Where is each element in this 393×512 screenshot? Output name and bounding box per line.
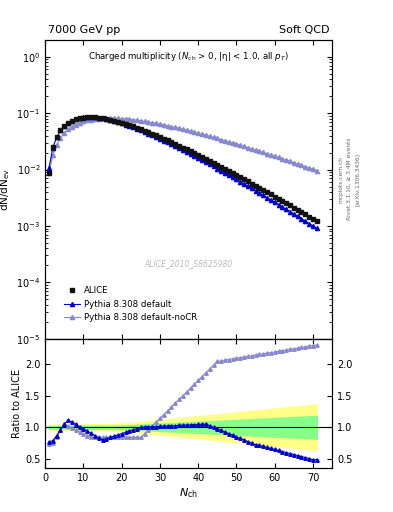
Pythia 8.308 default-noCR	[47, 170, 51, 177]
Pythia 8.308 default-noCR	[108, 115, 112, 121]
Pythia 8.308 default-noCR	[314, 167, 319, 174]
Text: mcplots.cern.ch: mcplots.cern.ch	[339, 156, 344, 203]
ALICE	[89, 114, 94, 120]
Pythia 8.308 default-noCR	[127, 116, 132, 122]
Text: 7000 GeV pp: 7000 GeV pp	[48, 26, 120, 35]
Pythia 8.308 default	[211, 163, 216, 169]
Pythia 8.308 default-noCR	[303, 163, 308, 169]
Pythia 8.308 default	[47, 164, 51, 170]
Pythia 8.308 default-noCR	[180, 126, 185, 132]
ALICE	[180, 144, 185, 151]
ALICE	[211, 160, 216, 166]
X-axis label: $N_\mathrm{ch}$: $N_\mathrm{ch}$	[179, 486, 198, 500]
Line: ALICE: ALICE	[47, 115, 319, 224]
ALICE	[314, 218, 319, 224]
ALICE	[253, 183, 258, 189]
Legend: ALICE, Pythia 8.308 default, Pythia 8.308 default-noCR: ALICE, Pythia 8.308 default, Pythia 8.30…	[61, 283, 201, 325]
Pythia 8.308 default-noCR	[211, 134, 216, 140]
Text: Rivet 3.1.10, ≥ 3.4M events: Rivet 3.1.10, ≥ 3.4M events	[347, 138, 352, 221]
ALICE	[54, 134, 59, 140]
Pythia 8.308 default	[314, 225, 319, 231]
Text: [arXiv:1306.3436]: [arXiv:1306.3436]	[354, 153, 360, 206]
ALICE	[303, 211, 308, 218]
Pythia 8.308 default	[303, 218, 308, 224]
Pythia 8.308 default	[127, 123, 132, 129]
ALICE	[127, 122, 132, 128]
Text: Charged multiplicity ($N_\mathrm{ch}$ > 0, |η| < 1.0, all $p_T$): Charged multiplicity ($N_\mathrm{ch}$ > …	[88, 50, 289, 63]
Pythia 8.308 default-noCR	[54, 141, 59, 147]
Pythia 8.308 default	[85, 114, 90, 120]
Pythia 8.308 default	[180, 147, 185, 153]
ALICE	[47, 170, 51, 177]
Text: ALICE_2010_S8625980: ALICE_2010_S8625980	[145, 260, 233, 268]
Pythia 8.308 default	[253, 187, 258, 194]
Y-axis label: Ratio to ALICE: Ratio to ALICE	[12, 369, 22, 438]
Text: Soft QCD: Soft QCD	[279, 26, 329, 35]
Line: Pythia 8.308 default: Pythia 8.308 default	[47, 115, 319, 230]
Pythia 8.308 default-noCR	[253, 147, 258, 153]
Y-axis label: dN/dN$_\mathregular{ev}$: dN/dN$_\mathregular{ev}$	[0, 168, 12, 211]
Pythia 8.308 default	[54, 134, 59, 140]
Line: Pythia 8.308 default-noCR: Pythia 8.308 default-noCR	[47, 116, 319, 176]
